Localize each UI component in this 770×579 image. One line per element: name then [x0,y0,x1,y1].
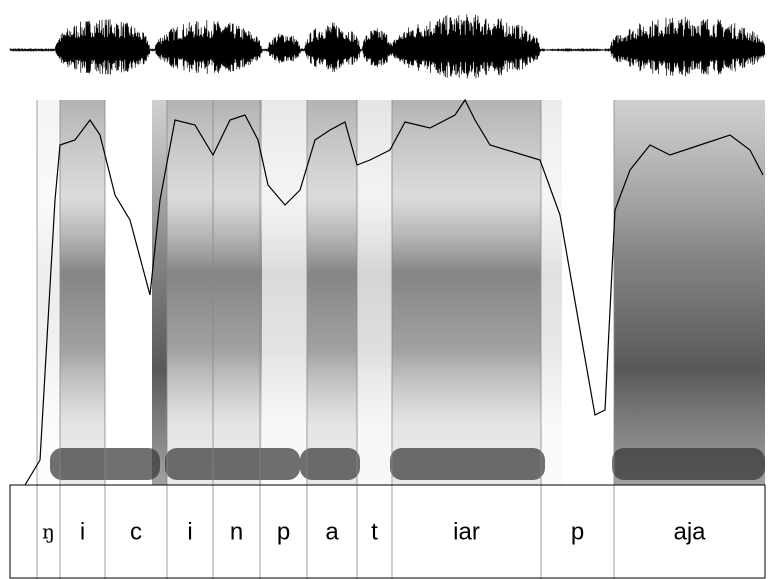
segment-label: t [371,518,378,545]
segment-label: iar [453,518,480,545]
segment-label: aja [673,518,706,545]
voicing-bar [165,448,300,480]
segment-label: i [187,518,192,545]
spectrogram-band [152,100,167,485]
spectrogram-band [307,100,357,485]
spectrogram-band [357,100,392,485]
segment-label: a [325,518,339,545]
voicing-bar [390,448,545,480]
spectrogram-band [37,100,60,485]
spectrogram-band [60,100,105,485]
spectrogram [37,100,765,485]
spectrogram-band [392,100,541,485]
boundaries [36,100,615,579]
segment-label: p [571,518,584,545]
spectrogram-band [614,100,765,485]
pitch-contour [24,98,764,486]
segment-tier: ŋ i c i n p a t iar p aja [42,518,706,545]
tier-box [9,484,766,579]
voicing-bar [612,448,765,480]
waveform [9,14,766,79]
spectrogram-band [262,100,307,485]
spectrogram-band [167,100,262,485]
waveform-trace [9,14,766,79]
spectrogram-band [541,100,562,485]
segment-label: c [130,518,142,545]
segment-label: i [80,518,85,545]
segment-label: n [230,518,243,545]
segment-label: ŋ [42,520,55,544]
voicing-bar [300,448,360,480]
segment-label: p [277,518,290,545]
